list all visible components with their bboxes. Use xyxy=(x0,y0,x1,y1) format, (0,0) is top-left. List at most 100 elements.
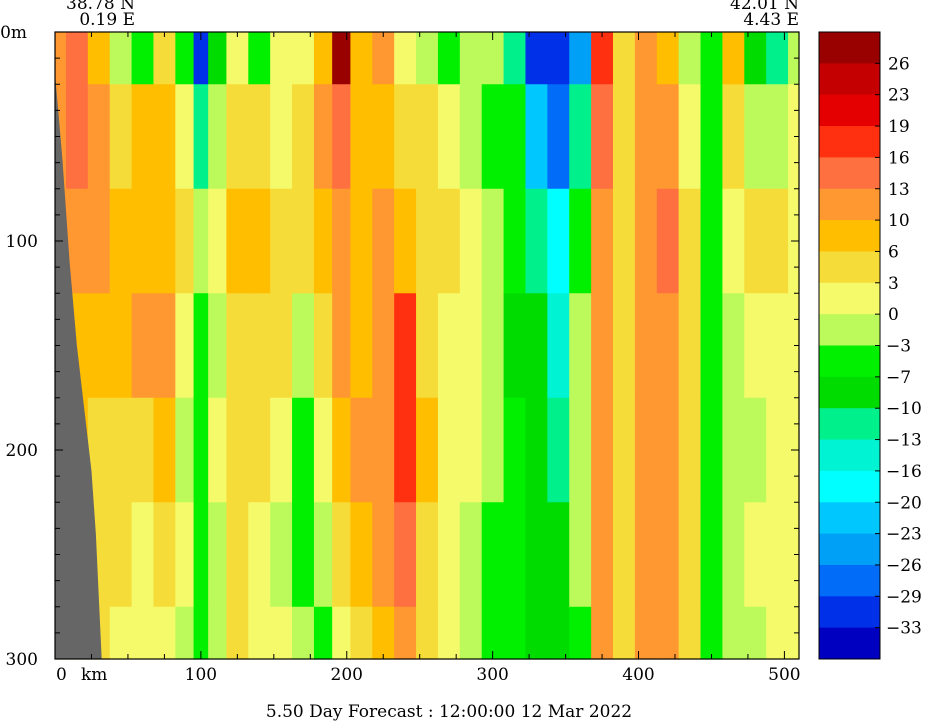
section-cell xyxy=(109,606,133,660)
section-cell xyxy=(109,397,133,503)
colorbar-swatch xyxy=(819,345,880,378)
section-cell xyxy=(459,606,483,660)
section-cell xyxy=(87,293,111,399)
section-cell xyxy=(332,188,352,294)
colorbar-swatch xyxy=(819,94,880,127)
colorbar-tick-label: 19 xyxy=(888,117,910,137)
section-cell xyxy=(372,188,395,294)
section-cell xyxy=(569,397,592,503)
section-cell xyxy=(525,32,548,85)
colorbar: 26 23 19 16 13 10 6 3 0 −3 −7 −10 −13 −16 −20 −23 −26 −29… xyxy=(818,31,922,660)
section-cell xyxy=(481,84,505,190)
section-cell xyxy=(292,293,315,399)
section-cell xyxy=(270,32,293,85)
section-cell xyxy=(65,84,89,190)
section-cell xyxy=(437,32,461,85)
section-cell xyxy=(208,397,228,503)
section-cell xyxy=(332,606,352,660)
section-cell xyxy=(292,397,315,503)
section-cell xyxy=(459,84,483,190)
colorbar-swatch xyxy=(819,251,880,284)
colorbar-swatch xyxy=(819,533,880,566)
section-cell xyxy=(350,293,373,399)
section-cell xyxy=(766,84,789,190)
section-cell xyxy=(700,606,724,660)
section-cell xyxy=(766,188,789,294)
end-lon-label: 4.43 E xyxy=(743,10,799,30)
section-cell xyxy=(788,32,800,85)
colorbar-swatch xyxy=(819,282,880,315)
section-cell xyxy=(131,606,155,660)
section-cell xyxy=(292,502,315,608)
colorbar-tick-label: 6 xyxy=(888,242,899,262)
section-cell xyxy=(270,84,293,190)
section-cell xyxy=(656,84,680,190)
colorbar-tick-label: −26 xyxy=(886,556,922,576)
colorbar-swatch xyxy=(819,63,880,96)
section-cell xyxy=(372,606,395,660)
section-cell xyxy=(313,502,333,608)
colorbar-tick-label: 13 xyxy=(888,180,910,200)
section-cell xyxy=(87,32,111,85)
section-cell xyxy=(569,606,592,660)
x-axis-unit-label: km xyxy=(81,665,107,685)
colorbar-tick-label: −16 xyxy=(886,462,922,482)
section-cell xyxy=(131,397,155,503)
section-cell xyxy=(481,502,505,608)
section-cell xyxy=(350,502,373,608)
section-cell xyxy=(656,397,680,503)
section-cell xyxy=(613,502,636,608)
section-cell xyxy=(788,606,800,660)
colorbar-swatch xyxy=(819,220,880,252)
section-cell xyxy=(109,502,133,608)
colorbar-swatch xyxy=(819,596,880,629)
y-tick-label: 200 xyxy=(6,441,38,461)
colorbar-swatch xyxy=(819,470,880,503)
section-cell xyxy=(270,293,293,399)
section-cell xyxy=(700,293,724,399)
section-cell xyxy=(722,502,745,608)
section-cell xyxy=(678,84,702,190)
section-cell xyxy=(313,397,333,503)
section-cell xyxy=(634,293,658,399)
section-cell xyxy=(613,606,636,660)
section-cell xyxy=(87,397,111,503)
section-cell xyxy=(744,188,767,294)
section-cell xyxy=(270,188,293,294)
section-cell xyxy=(394,84,417,190)
section-cell xyxy=(416,188,439,294)
section-cell xyxy=(744,397,767,503)
section-cell xyxy=(569,293,592,399)
section-cell xyxy=(372,502,395,608)
section-cell xyxy=(722,397,745,503)
section-cell xyxy=(525,606,548,660)
section-cell xyxy=(226,502,249,608)
section-cell xyxy=(613,397,636,503)
section-cell xyxy=(175,293,195,399)
section-cell xyxy=(569,502,592,608)
section-cell xyxy=(613,293,636,399)
section-cell xyxy=(459,397,483,503)
section-cell xyxy=(208,32,228,85)
section-cell xyxy=(193,606,209,660)
x-tick-label: 200 xyxy=(331,665,363,685)
section-cell xyxy=(591,397,614,503)
colorbar-swatch xyxy=(819,564,880,597)
section-cell xyxy=(416,32,439,85)
colorbar-tick-label: −13 xyxy=(886,431,922,451)
colorbar-swatch xyxy=(819,32,880,64)
section-cell xyxy=(416,84,439,190)
section-cell xyxy=(656,293,680,399)
section-cell xyxy=(481,188,505,294)
colorbar-swatch xyxy=(819,502,880,535)
section-cell xyxy=(634,32,658,85)
section-cell xyxy=(248,188,271,294)
section-cell xyxy=(656,606,680,660)
section-cell xyxy=(332,84,352,190)
section-cell xyxy=(744,32,767,85)
colorbar-swatch xyxy=(819,376,880,409)
section-cell xyxy=(226,84,249,190)
section-cell xyxy=(313,188,333,294)
section-cell xyxy=(65,32,89,85)
section-cell xyxy=(65,188,89,294)
